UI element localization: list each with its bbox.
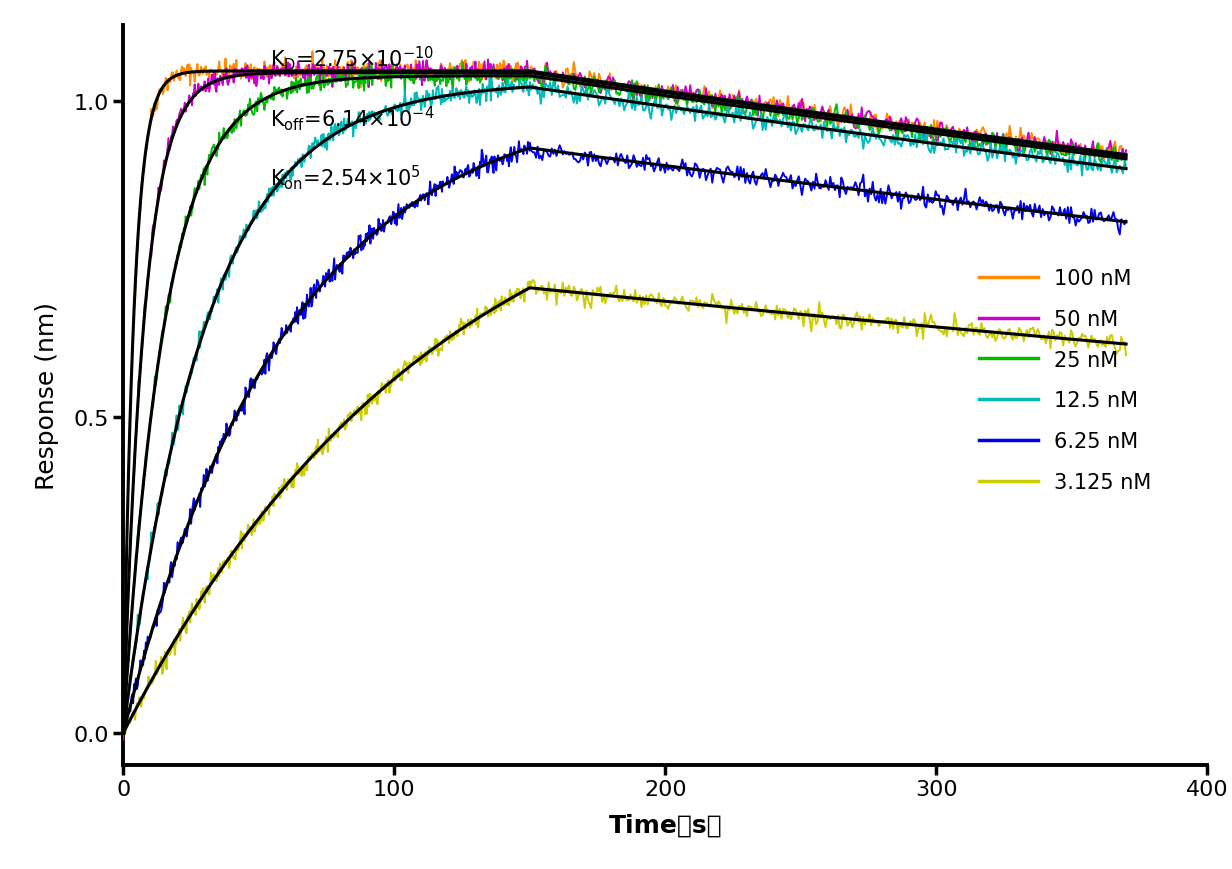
- X-axis label: Time（s）: Time（s）: [609, 813, 722, 837]
- Legend: 100 nM, 50 nM, 25 nM, 12.5 nM, 6.25 nM, 3.125 nM: 100 nM, 50 nM, 25 nM, 12.5 nM, 6.25 nM, …: [979, 269, 1152, 493]
- Text: K$_\mathregular{D}$=2.75×10$^{-10}$: K$_\mathregular{D}$=2.75×10$^{-10}$: [270, 44, 434, 73]
- Text: K$_\mathregular{on}$=2.54×10$^5$: K$_\mathregular{on}$=2.54×10$^5$: [270, 163, 420, 191]
- Text: K$_\mathregular{off}$=6.14×10$^{-4}$: K$_\mathregular{off}$=6.14×10$^{-4}$: [270, 103, 434, 132]
- Y-axis label: Response (nm): Response (nm): [36, 302, 59, 489]
